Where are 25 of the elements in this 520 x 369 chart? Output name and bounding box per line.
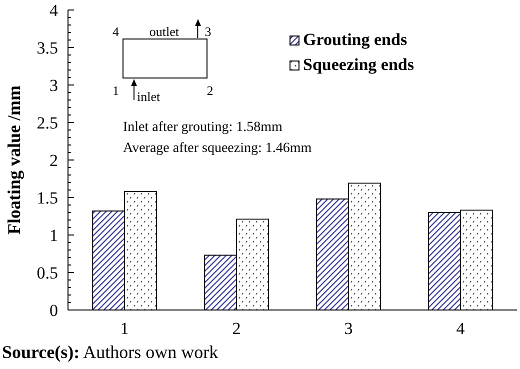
y-tick-label: 0.5 xyxy=(36,263,58,282)
y-tick-label: 1 xyxy=(50,226,58,245)
annotation: inlet xyxy=(137,89,160,104)
y-tick-label: 1.5 xyxy=(36,188,58,208)
x-tick-label: 1 xyxy=(120,319,129,338)
annotation: 2 xyxy=(206,83,214,98)
legend-label: Grouting ends xyxy=(303,30,408,49)
y-tick-label: 3 xyxy=(50,76,58,95)
source-note: Source(s): Authors own work xyxy=(2,342,218,362)
y-tick-label: 2.5 xyxy=(36,113,58,132)
x-tick-label: 3 xyxy=(344,319,353,338)
y-axis-title: Floating value /mm xyxy=(4,86,24,234)
x-tick-label: 2 xyxy=(232,319,241,338)
y-tick-label: 2 xyxy=(50,150,58,170)
y-tick-label: 3.5 xyxy=(36,38,58,58)
x-tick-label: 4 xyxy=(456,319,466,338)
y-tick-label: 4 xyxy=(50,0,58,20)
legend-label: Squeezing ends xyxy=(303,55,414,74)
y-tick-label: 0 xyxy=(50,300,58,320)
annotation: 1 xyxy=(112,83,119,98)
annotation: 4 xyxy=(112,24,120,39)
annotation: outlet xyxy=(149,24,180,39)
annotation: Inlet after grouting: 1.58mm xyxy=(123,120,283,135)
annotation: 3 xyxy=(204,24,212,39)
annotation: Average after squeezing: 1.46mm xyxy=(123,141,312,156)
